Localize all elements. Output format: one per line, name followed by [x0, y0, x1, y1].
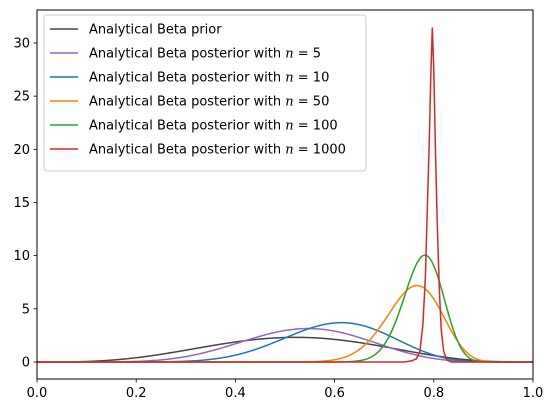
legend-entry-label: Analytical Beta prior: [89, 23, 222, 38]
y-tick-label: 0: [22, 355, 30, 370]
y-tick-label: 25: [13, 90, 30, 105]
y-tick-label: 30: [13, 36, 30, 51]
x-tick-label: 0.2: [126, 386, 147, 401]
series-layer: [37, 27, 533, 363]
legend: Analytical Beta prior Analytical Beta pos…: [43, 14, 367, 172]
x-tick-label: 0.6: [324, 386, 345, 401]
x-tick-label: 1.0: [523, 386, 544, 401]
plot-frame: [36, 9, 534, 380]
legend-entry-label: Analytical Beta posterior with n = 1000: [89, 143, 346, 158]
legend-entry-label: Analytical Beta posterior with n = 50: [89, 95, 329, 110]
x-tick-label: 0.4: [225, 386, 246, 401]
legend-box: [43, 14, 367, 172]
x-tick-label: 0.8: [423, 386, 444, 401]
y-tick-label: 20: [13, 143, 30, 158]
legend-entry-label: Analytical Beta posterior with n = 100: [89, 119, 338, 134]
legend-entry-label: Analytical Beta posterior with n = 5: [89, 47, 321, 62]
y-tick-label: 10: [13, 249, 30, 264]
series-line-5: [37, 27, 533, 363]
x-axis: 0.0 0.2 0.4 0.6 0.8 1.0: [27, 379, 544, 401]
legend-entry-label: Analytical Beta posterior with n = 10: [89, 71, 329, 86]
y-tick-label: 5: [22, 302, 30, 317]
y-tick-label: 15: [13, 196, 30, 211]
y-axis: 0 5 10 15 20 25 30: [13, 36, 37, 370]
x-tick-label: 0.0: [27, 386, 48, 401]
